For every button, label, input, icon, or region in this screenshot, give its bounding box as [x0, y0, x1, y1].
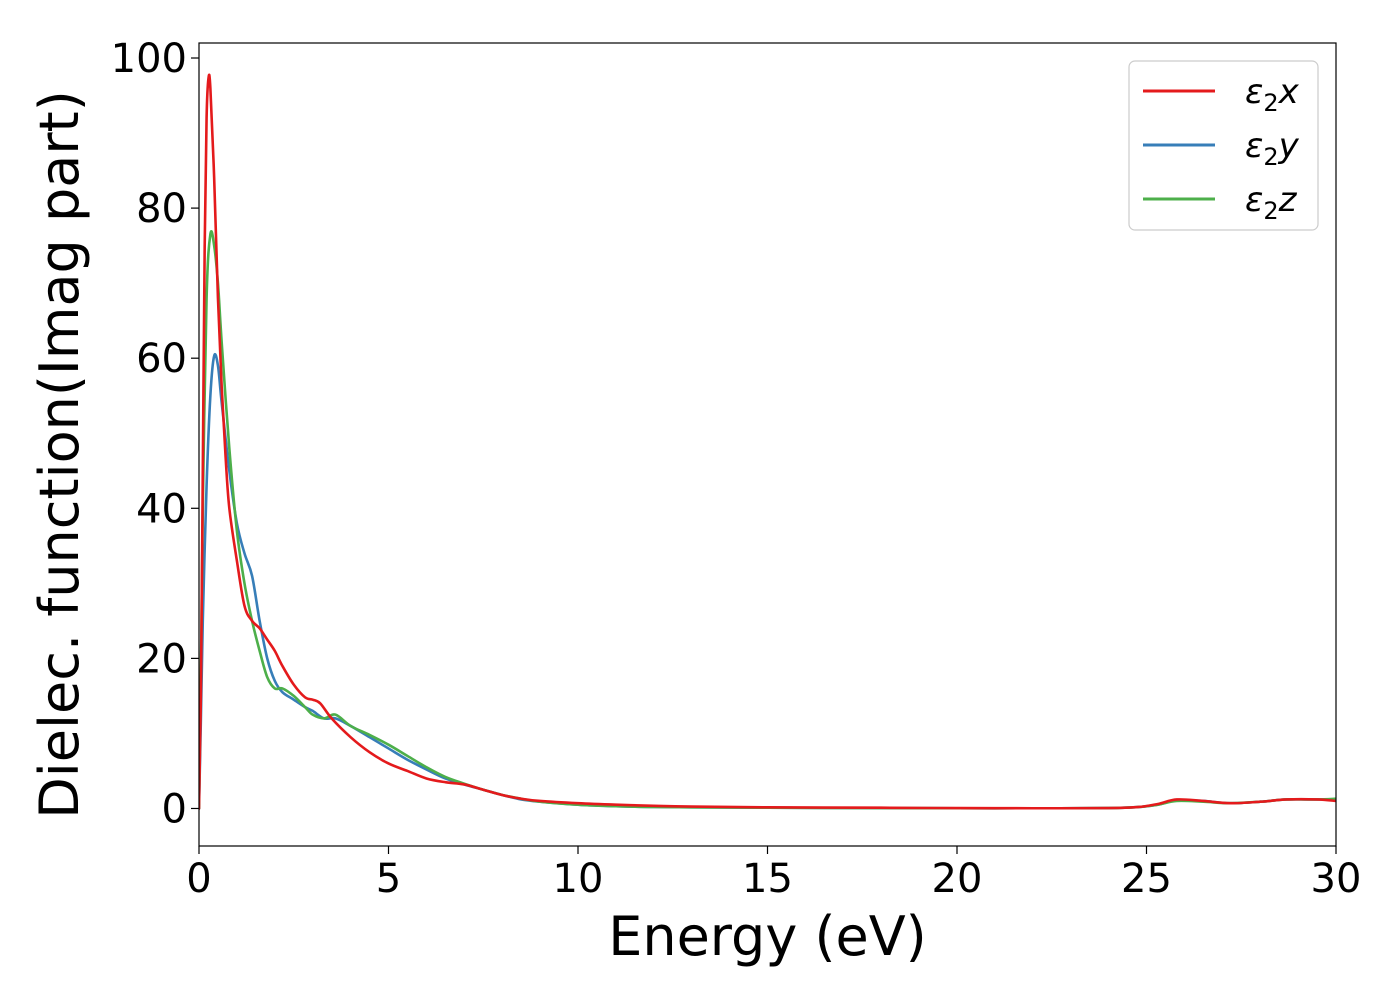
y-tick-label: 20 — [136, 636, 187, 682]
y-axis: 0 20 40 60 80 100 — [111, 36, 199, 832]
legend-label: ε2x — [1245, 72, 1300, 117]
series-line-e2x — [199, 73, 1336, 810]
x-axis-label: Energy (eV) — [608, 905, 927, 968]
legend-item: ε2z — [1143, 180, 1298, 225]
y-tick-label: 60 — [136, 336, 187, 382]
x-axis: 0 5 10 15 20 25 30 — [186, 846, 1361, 902]
x-tick-label: 25 — [1121, 856, 1172, 902]
legend: ε2x ε2y ε2z — [1128, 60, 1319, 231]
x-tick-label: 10 — [553, 856, 604, 902]
y-tick-label: 0 — [162, 786, 187, 832]
legend-item: ε2x — [1143, 72, 1300, 117]
series-layer — [199, 73, 1336, 810]
series-line-e2z — [199, 229, 1336, 810]
y-axis-label: Dielec. function(Imag part) — [28, 90, 91, 819]
x-tick-label: 15 — [742, 856, 793, 902]
x-tick-label: 20 — [932, 856, 983, 902]
x-tick-label: 0 — [186, 856, 211, 902]
legend-label: ε2y — [1245, 126, 1300, 171]
y-tick-label: 40 — [136, 486, 187, 532]
y-tick-label: 80 — [136, 186, 187, 232]
x-tick-label: 5 — [376, 856, 401, 902]
x-tick-label: 30 — [1311, 856, 1362, 902]
legend-label: ε2z — [1245, 180, 1298, 225]
series-line-e2y — [199, 352, 1336, 810]
legend-box — [1128, 60, 1319, 231]
legend-item: ε2y — [1143, 126, 1300, 171]
y-tick-label: 100 — [111, 36, 187, 82]
